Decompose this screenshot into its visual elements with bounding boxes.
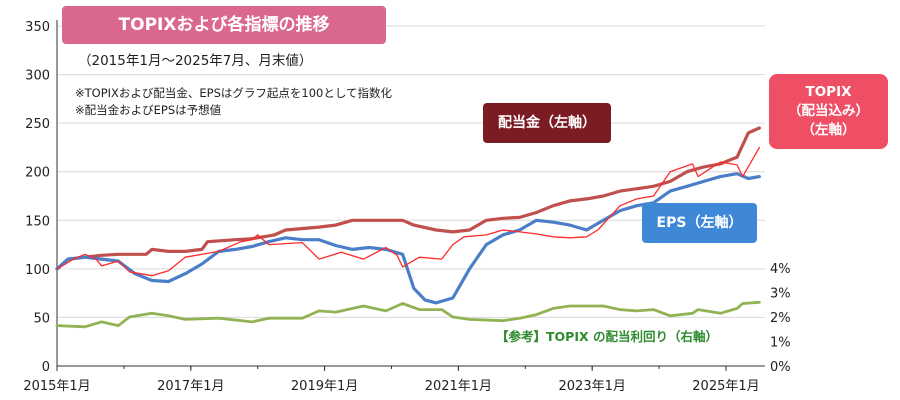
- axes: 0 50 100 150 200 250 300 350 0% 1% 2% 3% 4% 2015年1月 20…: [23, 20, 791, 394]
- y-right-tick-label: 3%: [770, 287, 791, 302]
- y-left-tick-label: 250: [25, 117, 50, 132]
- y-left-tick-label: 300: [25, 69, 50, 84]
- x-tick-label: 2015年1月: [23, 379, 90, 394]
- chart-subtitle: （2015年1月～2025年7月、月末値）: [78, 53, 313, 69]
- dividend-line: [55, 126, 762, 271]
- y-left-tick-label: 50: [33, 311, 50, 326]
- note-forecast: ※配当金およびEPSは予想値: [75, 103, 222, 117]
- topix-callout: TOPIX （配当込み） （左軸）: [769, 74, 888, 149]
- dividend-callout: 配当金（左軸）: [483, 103, 611, 143]
- x-tick-label: 2021年1月: [425, 379, 492, 394]
- gridlines: [57, 25, 765, 318]
- x-tick-label: 2023年1月: [559, 379, 626, 394]
- x-tick-label: 2019年1月: [291, 379, 358, 394]
- yield-callout: 【参考】TOPIX の配当利回り（右軸）: [496, 329, 718, 344]
- y-right-tick-label: 0%: [770, 360, 791, 375]
- x-tick-label: 2017年1月: [157, 379, 224, 394]
- x-tick-label: 2025年1月: [692, 379, 759, 394]
- y-left-tick-label: 200: [25, 166, 50, 181]
- note-indexed: ※TOPIXおよび配当金、EPSはグラフ起点を100として指数化: [75, 86, 393, 100]
- y-left-tick-label: 100: [25, 263, 50, 278]
- y-left-tick-label: 350: [25, 20, 50, 35]
- yield-line: [55, 300, 761, 329]
- topix-callout-line1: TOPIX: [805, 84, 852, 100]
- y-right-tick-label: 2%: [770, 311, 791, 326]
- chart-title: TOPIXおよび各指標の推移: [62, 6, 386, 44]
- y-right-tick-label: 4%: [770, 262, 791, 277]
- topix-callout-line2: （配当込み）: [788, 103, 869, 119]
- topix-line: [56, 146, 761, 277]
- y-left-tick-label: 0: [42, 360, 50, 375]
- topix-callout-line3: （左軸）: [801, 122, 856, 138]
- y-left-tick-label: 150: [25, 214, 50, 229]
- y-right-tick-label: 1%: [770, 336, 791, 351]
- eps-callout: EPS（左軸）: [642, 203, 757, 243]
